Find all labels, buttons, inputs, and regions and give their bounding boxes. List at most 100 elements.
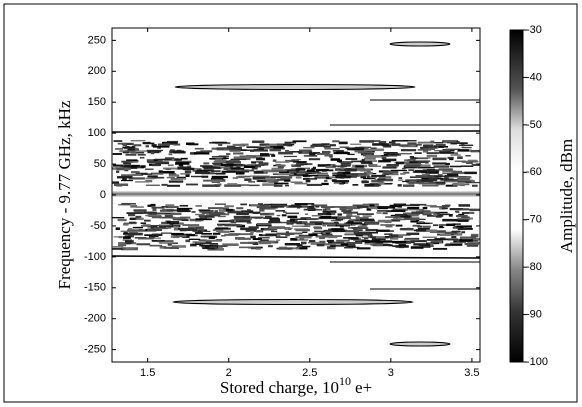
noise <box>168 225 179 228</box>
noise <box>174 158 181 161</box>
noise <box>261 240 276 242</box>
noise <box>118 242 131 245</box>
noise <box>433 165 450 168</box>
noise <box>280 176 293 179</box>
noise <box>124 235 134 238</box>
noise <box>112 217 125 219</box>
noise <box>258 234 263 236</box>
noise <box>125 153 137 156</box>
noise <box>408 208 425 211</box>
noise <box>224 205 234 208</box>
noise <box>421 177 434 180</box>
noise <box>182 167 195 171</box>
noise <box>119 150 129 153</box>
noise <box>128 213 136 217</box>
noise <box>300 238 305 241</box>
noise <box>397 205 402 208</box>
noise <box>123 162 132 165</box>
noise <box>171 245 187 248</box>
noise <box>125 150 136 153</box>
noise <box>122 239 133 241</box>
noise <box>451 236 457 239</box>
noise <box>261 169 278 173</box>
noise <box>133 144 142 147</box>
noise <box>146 184 160 186</box>
noise <box>286 205 301 208</box>
noise <box>428 177 438 181</box>
noise <box>361 240 367 243</box>
noise <box>265 143 277 147</box>
noise <box>361 160 378 162</box>
noise <box>448 213 453 217</box>
noise <box>262 183 277 186</box>
noise <box>255 229 264 233</box>
noise <box>173 235 180 239</box>
noise <box>362 215 372 217</box>
noise <box>447 238 459 241</box>
noise <box>180 173 191 175</box>
noise <box>352 204 365 207</box>
noise <box>347 221 354 223</box>
noise <box>129 221 136 224</box>
noise <box>451 171 465 175</box>
noise <box>325 176 332 180</box>
noise <box>285 231 289 233</box>
noise <box>237 184 250 186</box>
noise <box>247 164 255 166</box>
noise <box>289 219 295 222</box>
noise <box>441 207 448 210</box>
noise <box>471 163 480 166</box>
noise <box>386 164 399 167</box>
noise <box>378 182 385 185</box>
noise <box>430 206 446 208</box>
noise <box>115 227 120 231</box>
noise <box>459 144 474 147</box>
noise <box>127 148 135 151</box>
noise <box>151 163 160 167</box>
noise <box>301 150 310 154</box>
noise <box>287 228 292 230</box>
noise <box>149 244 163 247</box>
noise <box>115 170 120 173</box>
noise <box>467 242 480 244</box>
x-tick-label: 1.5 <box>140 367 155 379</box>
noise <box>418 211 435 214</box>
noise <box>417 141 433 144</box>
noise <box>239 219 251 223</box>
noise <box>195 231 203 235</box>
noise <box>263 163 269 166</box>
noise <box>445 162 450 165</box>
noise <box>365 223 380 225</box>
noise <box>148 212 164 215</box>
noise <box>179 204 189 207</box>
noise <box>458 204 471 207</box>
noise <box>355 216 369 220</box>
noise <box>410 220 418 223</box>
noise <box>390 219 401 222</box>
noise <box>407 142 417 145</box>
noise <box>147 225 158 228</box>
noise <box>461 231 466 234</box>
noise <box>382 166 397 169</box>
noise <box>195 227 202 230</box>
noise <box>380 224 395 226</box>
noise <box>388 143 401 145</box>
noise <box>354 146 365 150</box>
noise <box>372 143 389 146</box>
noise <box>321 233 333 237</box>
noise <box>164 214 173 217</box>
noise <box>323 145 331 148</box>
noise <box>287 144 293 147</box>
noise <box>260 239 269 241</box>
noise <box>378 140 387 144</box>
noise <box>332 140 340 143</box>
colorbar-tick-label: -70 <box>526 214 542 226</box>
noise <box>277 178 290 180</box>
noise <box>271 167 284 170</box>
noise <box>121 203 137 205</box>
noise <box>252 227 257 231</box>
noise <box>190 243 197 247</box>
noise <box>215 166 230 169</box>
noise <box>131 173 144 176</box>
noise <box>388 233 393 236</box>
